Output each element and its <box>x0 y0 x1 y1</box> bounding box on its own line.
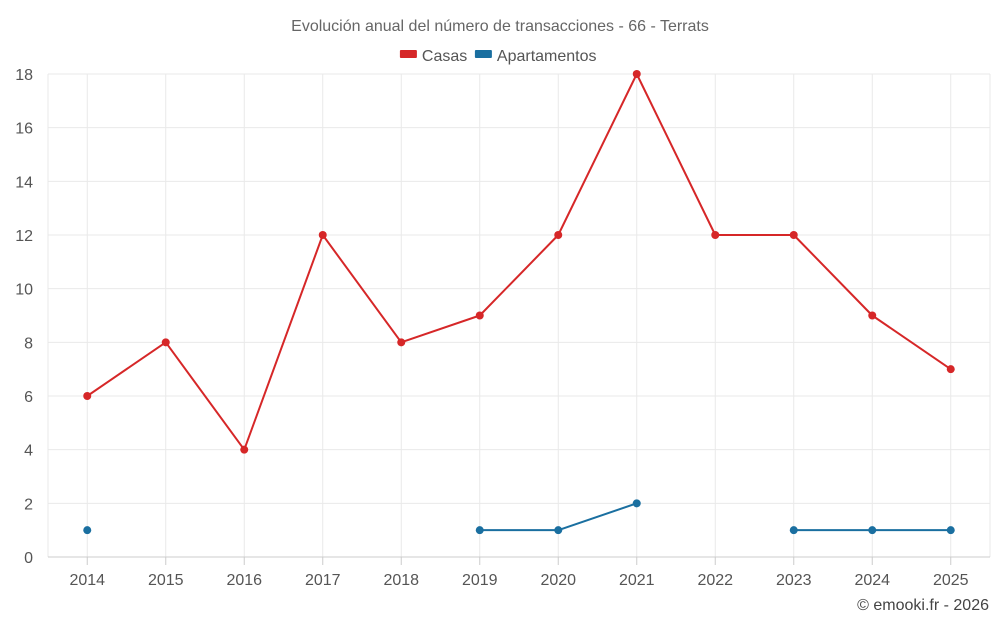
y-tick-label-14: 14 <box>15 174 33 191</box>
x-tick-label-2018: 2018 <box>383 572 419 589</box>
point-apartamentos-2023 <box>789 526 798 535</box>
legend-label-apartamentos: Apartamentos <box>497 48 597 65</box>
x-tick-label-2017: 2017 <box>305 572 341 589</box>
y-tick-label-6: 6 <box>24 389 33 406</box>
y-tick-label-0: 0 <box>24 550 33 567</box>
x-tick-label-2025: 2025 <box>933 572 969 589</box>
point-apartamentos-2020 <box>554 526 563 535</box>
point-apartamentos-2021 <box>632 499 641 508</box>
y-tick-label-18: 18 <box>15 67 33 84</box>
point-casas-2023 <box>789 231 798 239</box>
series-layer <box>83 70 955 535</box>
y-tick-label-4: 4 <box>24 443 33 460</box>
y-axis: 0 2 4 6 8 10 12 14 16 18 <box>15 67 33 567</box>
point-casas-2017 <box>318 231 327 239</box>
x-tick-label-2015: 2015 <box>148 572 184 589</box>
y-tick-label-10: 10 <box>15 282 33 299</box>
series-apartamentos <box>83 499 955 535</box>
point-casas-2022 <box>711 231 720 239</box>
series-line-casas-0 <box>86 73 952 451</box>
y-tick-label-2: 2 <box>24 496 33 513</box>
legend-label-casas: Casas <box>422 48 467 65</box>
point-apartamentos-2025 <box>946 526 955 535</box>
x-tick-label-2014: 2014 <box>69 572 105 589</box>
point-casas-2025 <box>946 365 955 374</box>
point-casas-2018 <box>397 338 406 347</box>
grid <box>47 73 991 557</box>
legend-swatch-apartamentos <box>474 50 492 58</box>
x-tick-label-2019: 2019 <box>462 572 498 589</box>
point-apartamentos-2024 <box>868 526 877 535</box>
credit-text: © emooki.fr - 2026 <box>857 597 989 614</box>
legend: Casas Apartamentos <box>399 48 597 65</box>
x-tick-label-2024: 2024 <box>854 572 890 589</box>
y-tick-label-12: 12 <box>15 228 33 245</box>
series-casas <box>83 70 955 454</box>
y-tick-label-16: 16 <box>15 121 33 138</box>
y-tick-label-8: 8 <box>24 335 33 352</box>
x-tick-label-2022: 2022 <box>697 572 733 589</box>
point-casas-2016 <box>240 445 249 454</box>
point-apartamentos-2014 <box>83 526 92 535</box>
x-tick-label-2016: 2016 <box>226 572 262 589</box>
point-apartamentos-2019 <box>475 526 484 535</box>
x-axis: 2014 2015 2016 2017 2018 2019 2020 2021 2022 2023… <box>48 556 990 589</box>
x-tick-label-2023: 2023 <box>776 572 812 589</box>
x-tick-label-2020: 2020 <box>540 572 576 589</box>
x-tick-label-2021: 2021 <box>619 572 655 589</box>
point-casas-2024 <box>868 311 877 320</box>
legend-swatch-casas <box>399 50 417 58</box>
point-casas-2020 <box>554 231 563 239</box>
point-casas-2014 <box>83 392 92 400</box>
chart-title: Evolución anual del número de transaccio… <box>291 18 709 35</box>
point-casas-2019 <box>475 311 484 320</box>
point-casas-2015 <box>161 338 170 347</box>
point-casas-2021 <box>632 70 641 78</box>
